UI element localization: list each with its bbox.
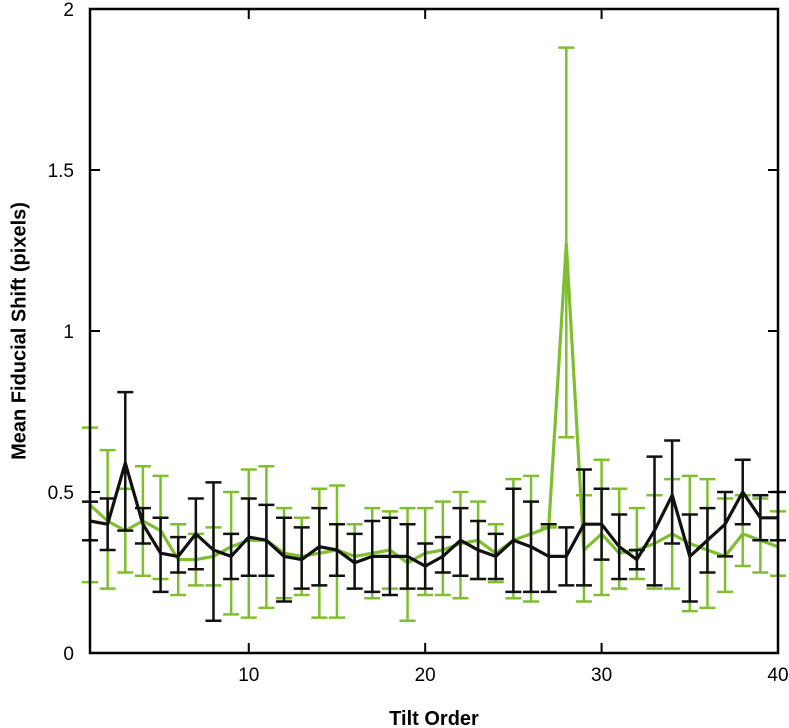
- series-line: [89, 461, 778, 568]
- tick-layer: 10 20 30 40 0 0.5 1 1.5 2: [48, 0, 789, 686]
- y-tick-label: 1: [63, 322, 74, 343]
- series-1: [82, 46, 786, 623]
- y-tick-label: 2: [63, 0, 74, 21]
- series-line: [88, 242, 779, 565]
- x-tick-label: 40: [767, 665, 788, 686]
- y-tick-label: 1.5: [48, 161, 74, 182]
- plot-frame: [88, 7, 780, 655]
- y-tick-label: 0.5: [48, 483, 74, 504]
- y-axis-title: Mean Fiducial Shift (pixels): [8, 202, 30, 460]
- y-tick-label: 0: [63, 644, 74, 665]
- x-axis-title: Tilt Order: [389, 708, 479, 728]
- series-layer: [82, 46, 786, 623]
- x-tick-label: 10: [238, 665, 259, 686]
- series-2: [82, 390, 786, 623]
- x-tick-label: 20: [415, 665, 436, 686]
- x-tick-label: 30: [591, 665, 612, 686]
